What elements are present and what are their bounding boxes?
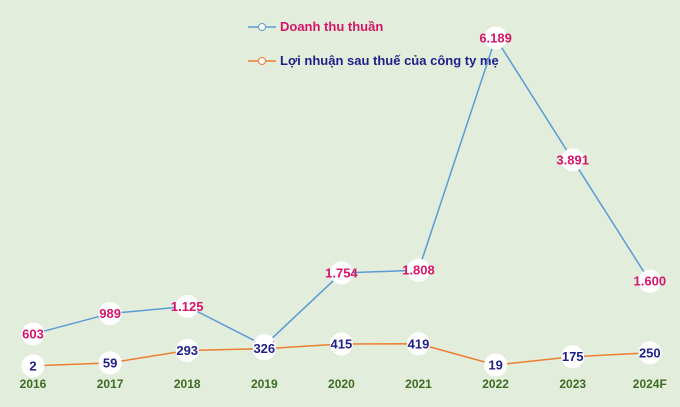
x-tick-label: 2021 bbox=[405, 377, 432, 391]
data-label-revenue-2022: 6.189 bbox=[479, 31, 512, 46]
point-revenue-2021 bbox=[407, 258, 430, 282]
x-axis: 2016 2017 2018 2019 2020 2021 2022 2023 2024F bbox=[20, 377, 667, 391]
data-label-profit-2019: 326 bbox=[253, 341, 275, 356]
plot-area: 6039891.1253851.7541.8086.1893.8911.6002… bbox=[21, 26, 667, 378]
point-revenue-2023 bbox=[561, 148, 585, 172]
point-revenue-2016 bbox=[21, 322, 45, 346]
data-label-profit-2020: 415 bbox=[331, 337, 353, 352]
point-profit-2023 bbox=[561, 345, 585, 369]
data-label-profit-2023: 175 bbox=[562, 349, 584, 364]
data-label-profit-2016: 2 bbox=[29, 358, 36, 373]
point-profit-2022 bbox=[484, 353, 508, 377]
x-tick-label: 2016 bbox=[20, 377, 47, 391]
data-label-profit-2024F: 250 bbox=[639, 345, 661, 360]
data-label-profit-2018: 293 bbox=[176, 343, 198, 358]
point-revenue-2024F bbox=[638, 269, 662, 293]
x-tick-label: 2017 bbox=[97, 377, 124, 391]
x-tick-label: 2024F bbox=[633, 377, 667, 391]
legend-label-profit: Lợi nhuận sau thuế của công ty mẹ bbox=[280, 53, 499, 68]
legend-label-revenue: Doanh thu thuần bbox=[280, 19, 383, 34]
point-profit-2019 bbox=[252, 337, 276, 361]
data-label-revenue-2024F: 1.600 bbox=[634, 274, 667, 289]
data-label-revenue-2017: 989 bbox=[99, 306, 121, 321]
x-tick-label: 2019 bbox=[251, 377, 278, 391]
x-tick-label: 2018 bbox=[174, 377, 201, 391]
point-profit-2024F bbox=[638, 341, 662, 365]
legend-marker-revenue bbox=[258, 23, 266, 31]
data-label-revenue-2018: 1.125 bbox=[171, 299, 204, 314]
data-label-revenue-2016: 603 bbox=[22, 327, 44, 342]
series-line-revenue bbox=[32, 36, 651, 347]
point-revenue-2017 bbox=[98, 302, 122, 326]
data-label-profit-2022: 19 bbox=[488, 357, 502, 372]
point-revenue-2022 bbox=[484, 26, 508, 50]
legend-item-profit: Lợi nhuận sau thuế của công ty mẹ bbox=[248, 53, 499, 68]
data-label-profit-2021: 419 bbox=[408, 336, 430, 351]
legend-marker-profit bbox=[258, 57, 266, 65]
point-profit-2020 bbox=[329, 332, 353, 356]
x-tick-label: 2023 bbox=[559, 377, 586, 391]
data-label-revenue-2021: 1.808 bbox=[402, 263, 435, 278]
point-profit-2017 bbox=[98, 351, 122, 375]
data-label-revenue-2020: 1.754 bbox=[325, 266, 358, 281]
point-profit-2021 bbox=[407, 332, 430, 356]
x-tick-label: 2020 bbox=[328, 377, 355, 391]
data-label-profit-2017: 59 bbox=[103, 355, 117, 370]
point-profit-2016 bbox=[21, 354, 45, 378]
point-revenue-2020 bbox=[329, 261, 353, 285]
data-label-revenue-2023: 3.891 bbox=[556, 152, 589, 167]
legend-item-revenue: Doanh thu thuần bbox=[248, 19, 383, 34]
x-tick-label: 2022 bbox=[482, 377, 509, 391]
point-profit-2018 bbox=[175, 338, 199, 362]
point-revenue-2018 bbox=[175, 294, 199, 318]
legend: Doanh thu thuần Lợi nhuận sau thuế của c… bbox=[248, 19, 499, 68]
